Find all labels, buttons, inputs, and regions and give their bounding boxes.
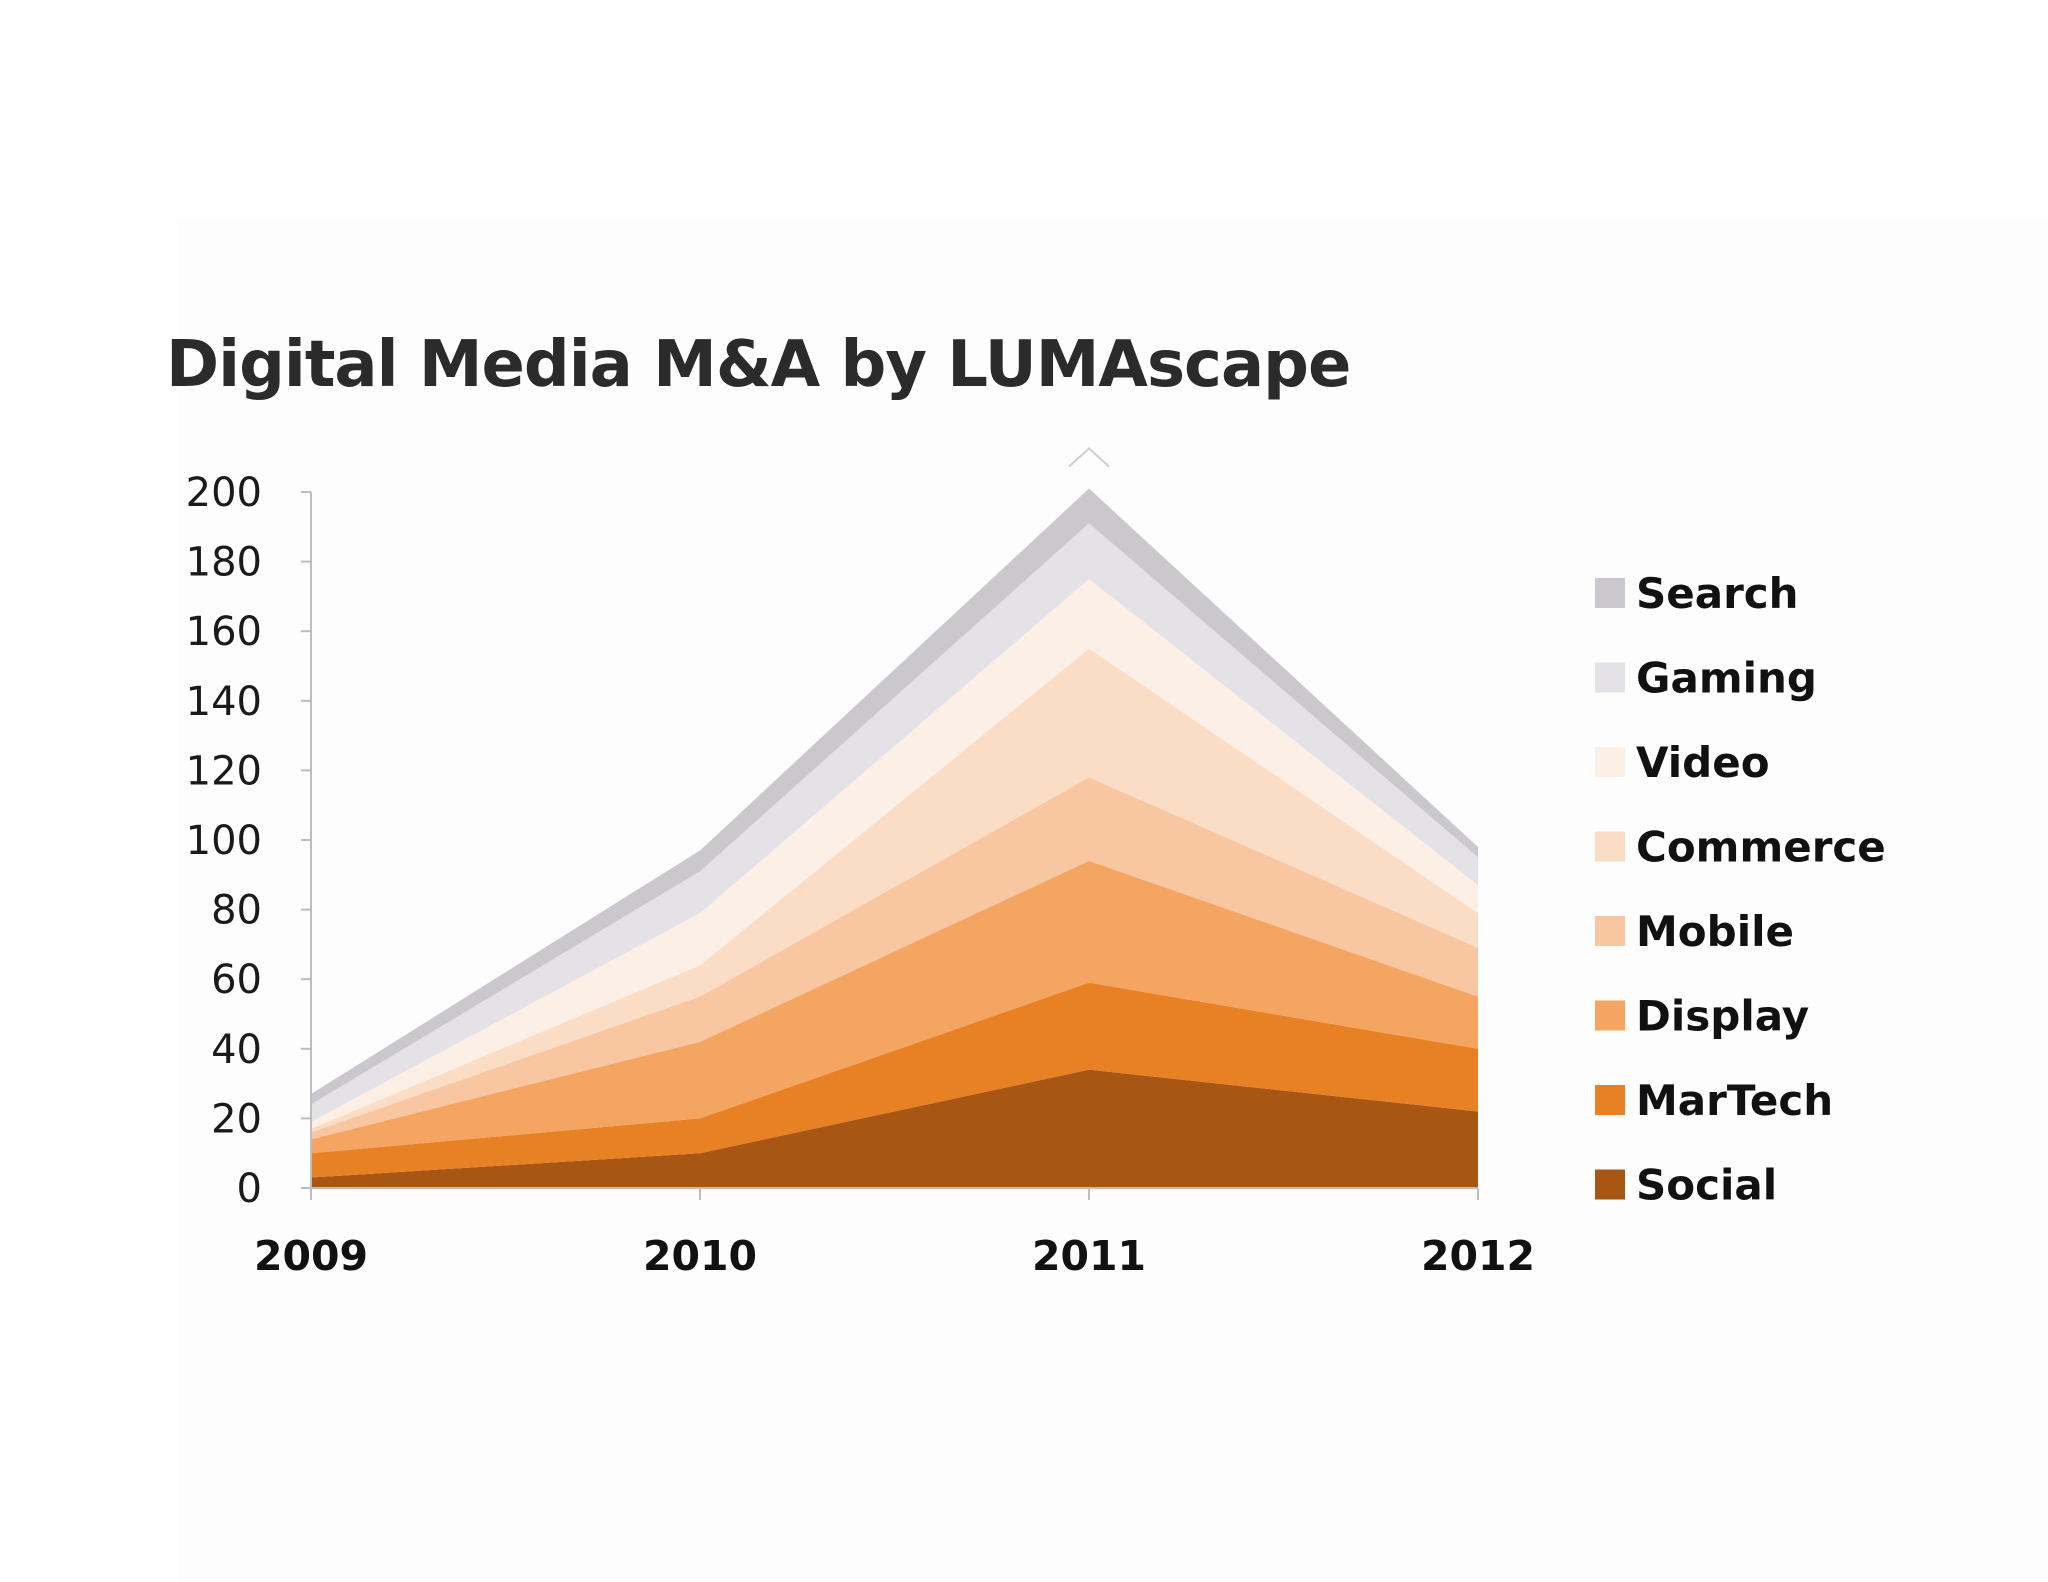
peak-marker-icon	[1068, 447, 1110, 468]
y-tick-label: 60	[211, 957, 262, 1003]
legend-swatch	[1595, 831, 1625, 862]
legend-label: Video	[1636, 738, 1770, 787]
y-tick-label: 140	[186, 679, 262, 725]
area-layers	[311, 488, 1478, 1188]
legend-swatch	[1595, 578, 1625, 608]
y-tick-label: 180	[186, 540, 262, 586]
legend-swatch	[1595, 1000, 1625, 1031]
x-tick-label: 2010	[643, 1232, 757, 1280]
x-tick-label: 2011	[1032, 1232, 1146, 1280]
area-social	[311, 1069, 1478, 1188]
y-axis-ticks: 0 20 40 60 80 100 120 140 160 180 200	[186, 470, 311, 1212]
chart-title: Digital Media M&A by LUMAscape	[166, 328, 1351, 402]
legend-swatch	[1595, 662, 1625, 693]
legend-label: Display	[1636, 992, 1809, 1041]
legend-swatch	[1595, 1085, 1625, 1115]
legend: Search Gaming Video Commerce Mobile Display Ma…	[1595, 569, 1886, 1210]
legend-item-display: Display	[1595, 992, 1809, 1041]
x-tick-label: 2009	[254, 1232, 368, 1280]
legend-label: Gaming	[1636, 654, 1817, 703]
area-display	[311, 860, 1478, 1154]
legend-item-gaming: Gaming	[1595, 654, 1817, 703]
y-tick-label: 20	[211, 1096, 262, 1142]
legend-item-search: Search	[1595, 569, 1799, 618]
area-commerce	[311, 648, 1478, 1133]
x-axis-ticks: 2009 2010 2011 2012	[254, 1188, 1535, 1280]
legend-item-commerce: Commerce	[1595, 823, 1886, 872]
y-tick-label: 40	[211, 1027, 262, 1073]
legend-label: Search	[1636, 569, 1799, 618]
x-tick-label: 2012	[1421, 1232, 1535, 1280]
legend-label: Social	[1636, 1161, 1777, 1210]
legend-label: Commerce	[1636, 823, 1886, 872]
area-mobile	[311, 777, 1478, 1140]
legend-item-mobile: Mobile	[1595, 907, 1794, 956]
y-tick-label: 0	[237, 1166, 262, 1212]
area-martech	[311, 982, 1478, 1178]
legend-swatch	[1595, 747, 1625, 777]
legend-item-video: Video	[1595, 738, 1770, 787]
legend-label: Mobile	[1636, 907, 1794, 956]
legend-swatch	[1595, 916, 1625, 946]
legend-swatch	[1595, 1169, 1625, 1200]
legend-label: MarTech	[1636, 1076, 1833, 1125]
y-tick-label: 120	[186, 748, 262, 794]
y-tick-label: 100	[186, 818, 262, 864]
y-tick-label: 200	[186, 470, 262, 516]
area-video	[311, 579, 1478, 1129]
legend-item-martech: MarTech	[1595, 1076, 1833, 1125]
y-tick-label: 160	[186, 609, 262, 655]
y-tick-label: 80	[211, 888, 262, 934]
legend-item-social: Social	[1595, 1161, 1777, 1210]
